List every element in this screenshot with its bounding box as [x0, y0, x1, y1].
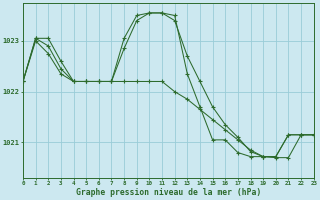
X-axis label: Graphe pression niveau de la mer (hPa): Graphe pression niveau de la mer (hPa): [76, 188, 261, 197]
